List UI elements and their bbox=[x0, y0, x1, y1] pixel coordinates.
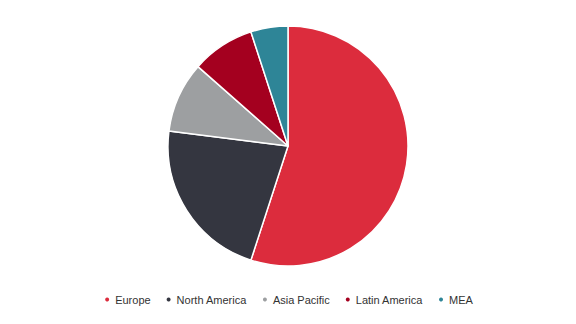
svg-text:MEA: MEA bbox=[449, 294, 474, 306]
svg-text:North America: North America bbox=[177, 294, 248, 306]
svg-text:Latin America: Latin America bbox=[356, 294, 424, 306]
svg-text:Asia Pacific: Asia Pacific bbox=[273, 294, 330, 306]
svg-text:Europe: Europe bbox=[115, 294, 150, 306]
